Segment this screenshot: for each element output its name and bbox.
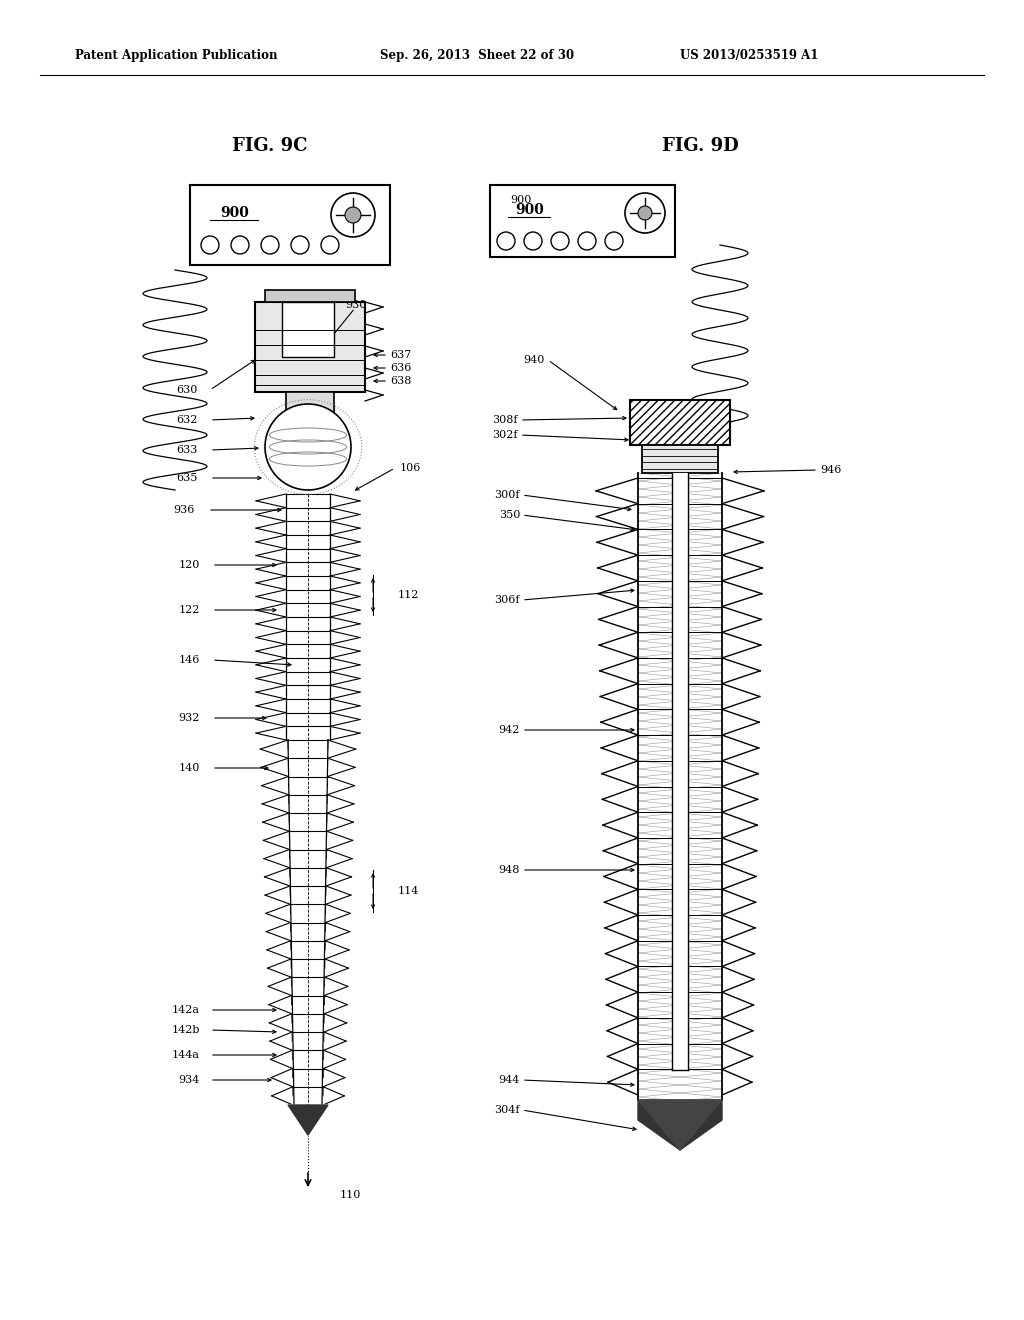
- Circle shape: [551, 232, 569, 249]
- Circle shape: [497, 232, 515, 249]
- Circle shape: [291, 236, 309, 253]
- Text: 936: 936: [174, 506, 195, 515]
- Text: 900: 900: [510, 195, 531, 205]
- Circle shape: [638, 206, 652, 220]
- Text: 930: 930: [345, 300, 367, 310]
- Polygon shape: [288, 1105, 328, 1135]
- Polygon shape: [638, 1100, 722, 1150]
- Text: 308f: 308f: [493, 414, 518, 425]
- Text: 637: 637: [390, 350, 412, 360]
- Circle shape: [578, 232, 596, 249]
- Text: 632: 632: [176, 414, 198, 425]
- Text: US 2013/0253519 A1: US 2013/0253519 A1: [680, 49, 818, 62]
- Bar: [265, 290, 355, 302]
- Circle shape: [261, 236, 279, 253]
- Polygon shape: [288, 1105, 328, 1135]
- Circle shape: [231, 236, 249, 253]
- Text: 120: 120: [178, 560, 200, 570]
- Circle shape: [625, 193, 665, 234]
- Text: 302f: 302f: [493, 430, 518, 440]
- Text: 633: 633: [176, 445, 198, 455]
- Bar: [630, 400, 730, 445]
- Circle shape: [201, 236, 219, 253]
- Text: 350: 350: [499, 510, 520, 520]
- Circle shape: [331, 193, 375, 238]
- Text: FIG. 9C: FIG. 9C: [232, 137, 308, 154]
- Text: 942: 942: [499, 725, 520, 735]
- Text: 122: 122: [178, 605, 200, 615]
- Text: 106: 106: [400, 463, 421, 473]
- Circle shape: [605, 232, 623, 249]
- Text: 304f: 304f: [495, 1105, 520, 1115]
- Text: 300f: 300f: [495, 490, 520, 500]
- Bar: [490, 185, 675, 257]
- Bar: [282, 302, 334, 356]
- Bar: [672, 473, 688, 1071]
- Bar: [642, 445, 718, 473]
- Text: 630: 630: [176, 385, 198, 395]
- Text: 900: 900: [220, 206, 250, 220]
- Text: 636: 636: [390, 363, 412, 374]
- Text: 948: 948: [499, 865, 520, 875]
- Circle shape: [524, 232, 542, 249]
- Text: 946: 946: [820, 465, 842, 475]
- Bar: [286, 392, 334, 414]
- Text: 934: 934: [178, 1074, 200, 1085]
- Text: Sep. 26, 2013  Sheet 22 of 30: Sep. 26, 2013 Sheet 22 of 30: [380, 49, 574, 62]
- Text: 142b: 142b: [171, 1026, 200, 1035]
- Text: 112: 112: [398, 590, 420, 601]
- Circle shape: [321, 236, 339, 253]
- Bar: [190, 185, 390, 265]
- Text: 144a: 144a: [172, 1049, 200, 1060]
- Text: 635: 635: [176, 473, 198, 483]
- Text: 110: 110: [340, 1191, 361, 1200]
- Text: 940: 940: [523, 355, 545, 366]
- Text: 114: 114: [398, 886, 420, 896]
- Text: FIG. 9D: FIG. 9D: [662, 137, 738, 154]
- Text: 306f: 306f: [495, 595, 520, 605]
- Bar: [255, 302, 365, 392]
- Circle shape: [265, 404, 351, 490]
- Text: 142a: 142a: [172, 1005, 200, 1015]
- Text: Patent Application Publication: Patent Application Publication: [75, 49, 278, 62]
- Circle shape: [345, 207, 361, 223]
- Text: 932: 932: [178, 713, 200, 723]
- Text: 900: 900: [515, 203, 545, 216]
- Text: 944: 944: [499, 1074, 520, 1085]
- Text: 146: 146: [178, 655, 200, 665]
- Text: 140: 140: [178, 763, 200, 774]
- Text: 638: 638: [390, 376, 412, 385]
- Polygon shape: [638, 1100, 722, 1150]
